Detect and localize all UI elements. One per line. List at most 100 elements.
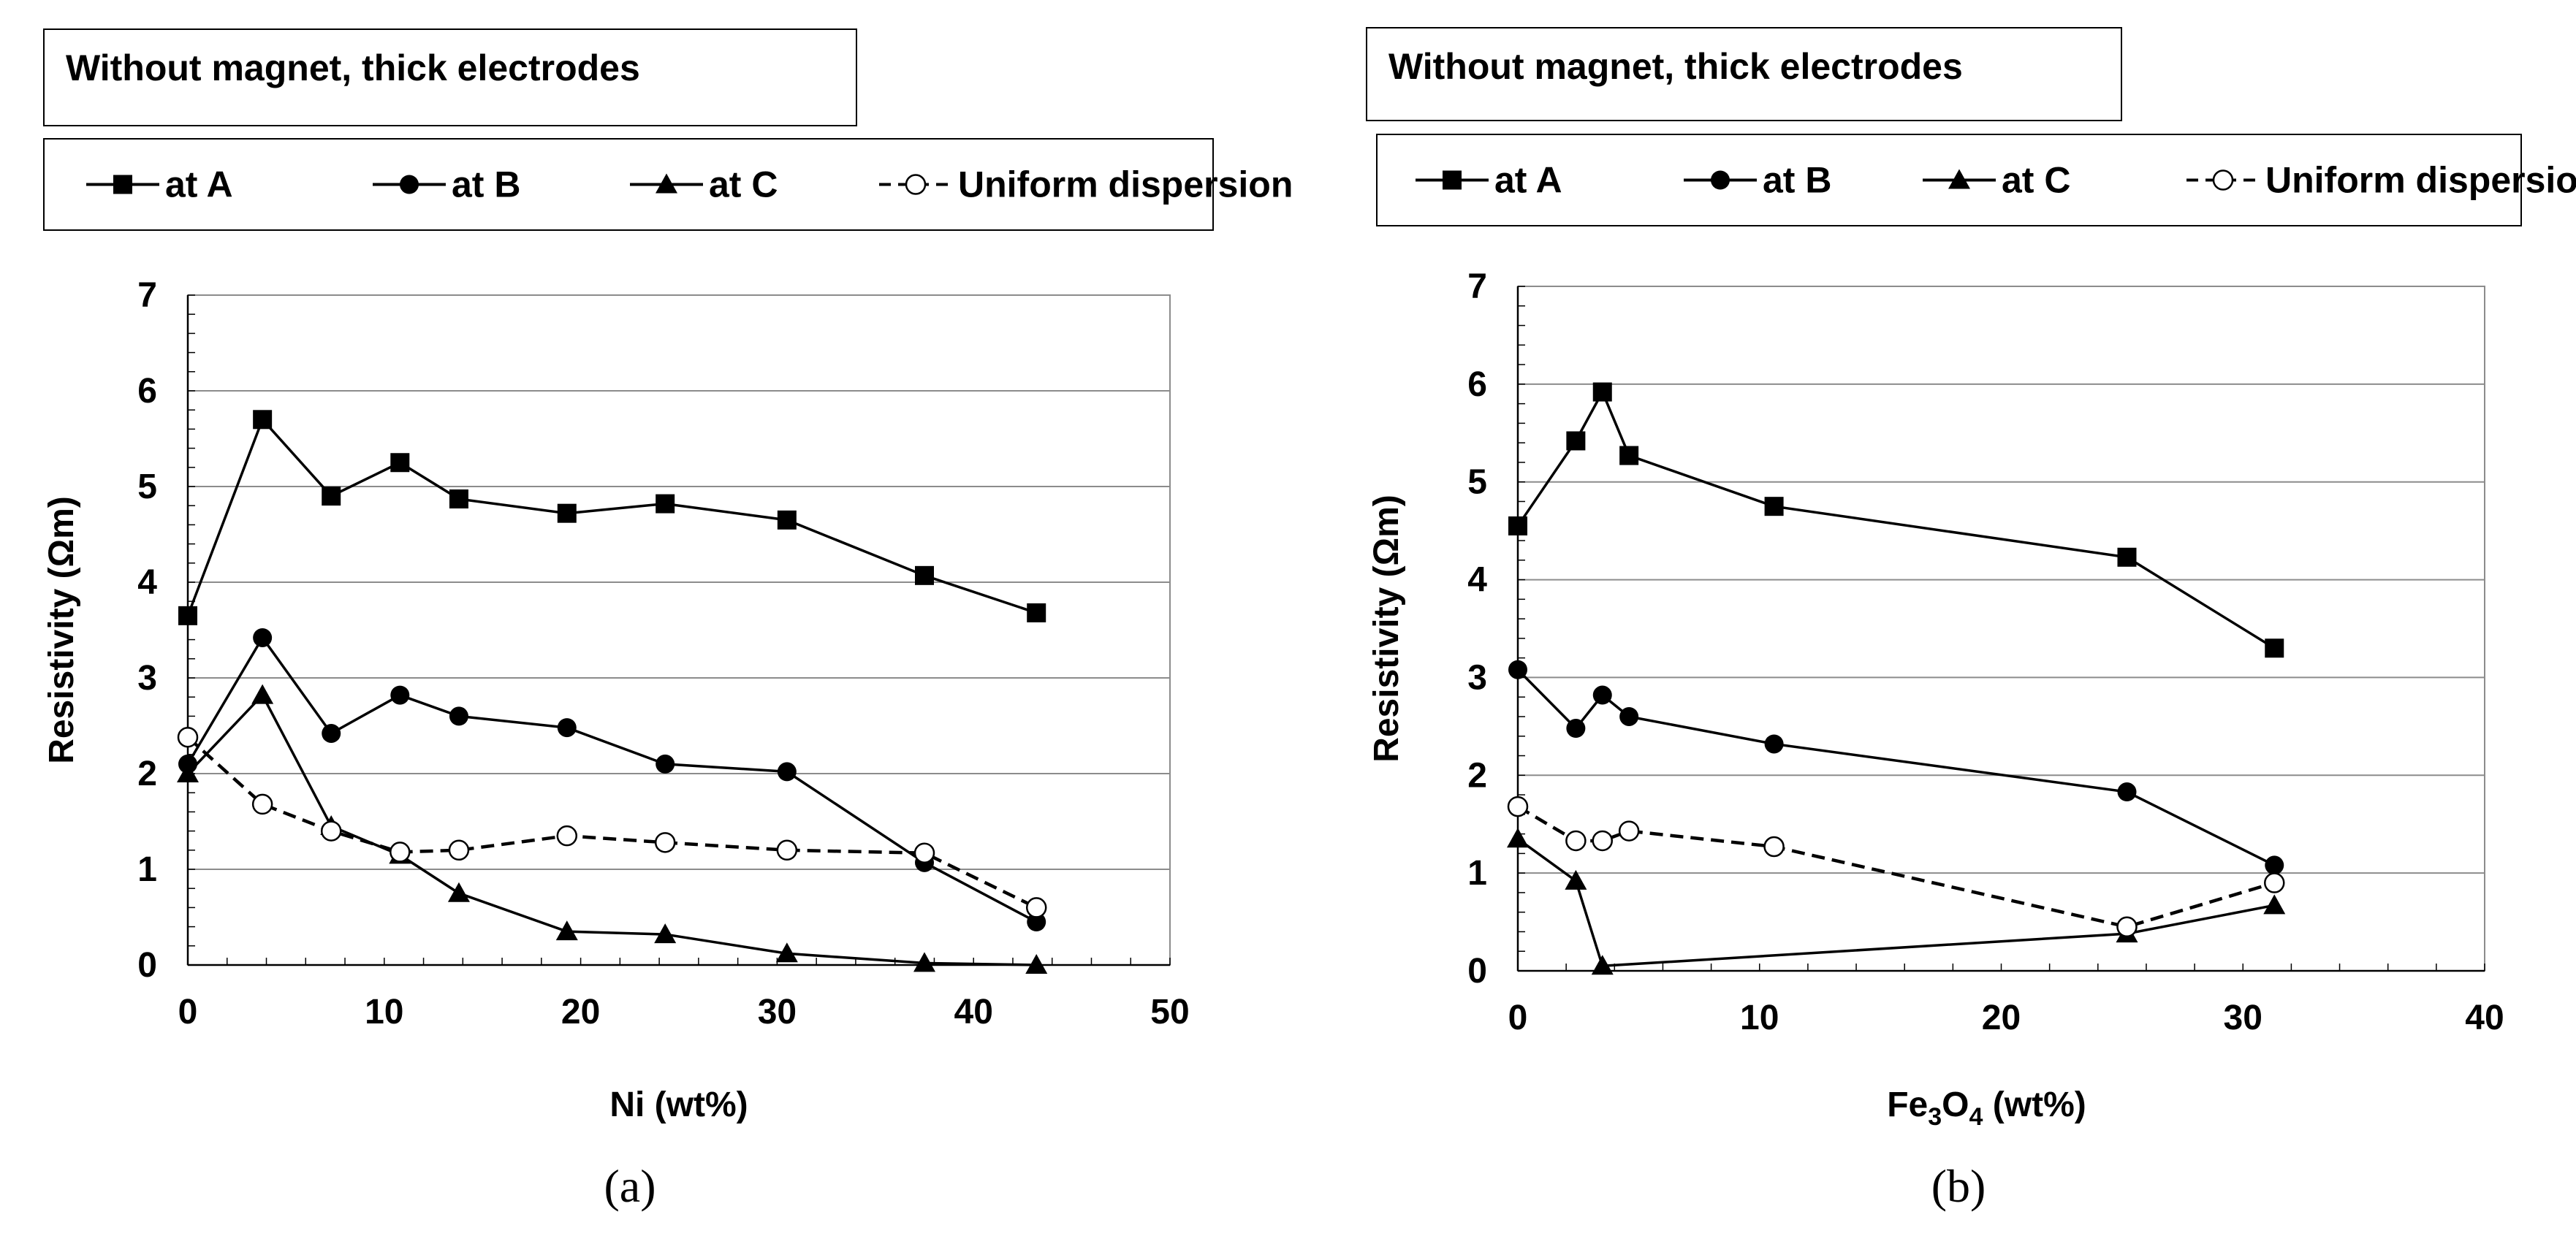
- data-point-uniform-dispersion: [556, 825, 578, 847]
- legend-marker: [400, 175, 419, 194]
- title-box: [43, 28, 857, 126]
- legend-label: at A: [165, 164, 233, 205]
- legend-label: at B: [1763, 160, 1831, 201]
- legend-marker: [656, 173, 677, 194]
- x-tick-label: 50: [1150, 993, 1189, 1031]
- data-point-at-c: [1025, 954, 1048, 974]
- x-axis-label-part: Fe: [1887, 1086, 1928, 1124]
- data-point-uniform-dispersion: [1025, 897, 1047, 918]
- panel-b: Without magnet, thick electrodes at A at B…: [1366, 27, 2576, 1212]
- y-tick-label: 7: [1467, 267, 1487, 306]
- data-point-at-b: [1764, 734, 1784, 754]
- x-axis-label-part: O: [1942, 1086, 1969, 1124]
- data-point-at-c: [251, 684, 274, 704]
- data-point-at-a: [557, 503, 577, 523]
- y-tick-label: 3: [1467, 658, 1487, 697]
- series-line-at-a: [186, 416, 1037, 617]
- data-point-at-a: [2117, 547, 2137, 567]
- data-point-at-b: [253, 628, 273, 647]
- data-point-uniform-dispersion: [2116, 916, 2138, 938]
- legend-marker: [1443, 170, 1462, 190]
- y-tick-label: 4: [1467, 561, 1487, 600]
- panel-caption: (b): [1931, 1160, 1986, 1212]
- x-axis-label-part: (wt%): [1983, 1086, 2086, 1124]
- legend-label: at B: [452, 164, 520, 205]
- data-point-uniform-dispersion: [2263, 872, 2285, 893]
- x-axis-label-part: 4: [1969, 1103, 1983, 1131]
- title-box: [1366, 27, 2122, 121]
- x-tick-label: 20: [1982, 999, 2021, 1037]
- y-axis-label: Resistivity (Ωm): [1367, 495, 1406, 763]
- legend-marker: [1948, 169, 1970, 189]
- data-point-at-b: [1508, 660, 1527, 679]
- legend-marker: [905, 174, 927, 195]
- legend-box: [43, 138, 1214, 231]
- y-tick-label: 4: [137, 563, 157, 602]
- y-tick-label: 0: [1467, 952, 1487, 991]
- data-point-at-c: [913, 952, 935, 972]
- data-point-uniform-dispersion: [913, 842, 935, 863]
- data-point-at-a: [1027, 603, 1046, 622]
- series-line-at-c: [186, 693, 1037, 966]
- data-point-uniform-dispersion: [177, 726, 199, 748]
- data-point-at-b: [1566, 719, 1586, 739]
- data-point-uniform-dispersion: [320, 820, 342, 842]
- y-tick-label: 1: [137, 850, 157, 889]
- legend-marker: [2212, 169, 2234, 191]
- data-point-uniform-dispersion: [448, 839, 470, 861]
- data-point-at-b: [449, 706, 468, 726]
- data-point-at-b: [1027, 912, 1046, 932]
- data-point-at-a: [915, 565, 934, 585]
- legend-marker: [1711, 170, 1730, 190]
- data-point-at-c: [555, 920, 578, 941]
- data-point-at-c: [775, 942, 798, 963]
- x-tick-label: 40: [954, 993, 993, 1031]
- y-tick-label: 6: [1467, 365, 1487, 404]
- data-point-at-b: [1592, 685, 1612, 705]
- panel-a: Without magnet, thick electrodes at A at B…: [42, 28, 1293, 1212]
- plot-frame: [1517, 286, 2485, 972]
- data-point-at-c: [654, 923, 677, 944]
- panel-caption: (a): [604, 1160, 656, 1212]
- y-tick-label: 1: [1467, 854, 1487, 893]
- data-point-at-c: [1591, 955, 1614, 975]
- chart-title: Without magnet, thick electrodes: [66, 47, 640, 88]
- data-point-uniform-dispersion: [1763, 836, 1785, 858]
- data-point-at-a: [322, 487, 341, 506]
- data-point-at-b: [656, 754, 675, 774]
- data-point-at-a: [1764, 497, 1784, 516]
- y-tick-label: 5: [137, 468, 157, 506]
- data-point-at-b: [2117, 782, 2137, 802]
- data-point-at-c: [1565, 869, 1587, 890]
- data-point-at-a: [1508, 516, 1527, 535]
- legend-label: Uniform dispersion: [958, 164, 1293, 205]
- data-point-at-c: [1507, 828, 1529, 848]
- series-line-at-a: [1516, 389, 2276, 649]
- data-point-at-c: [177, 763, 199, 782]
- x-tick-label: 0: [1508, 999, 1528, 1037]
- data-point-at-b: [390, 685, 410, 705]
- data-point-at-a: [449, 489, 468, 509]
- x-axis-label-part: 3: [1928, 1103, 1942, 1131]
- data-point-uniform-dispersion: [654, 832, 676, 853]
- x-tick-label: 10: [1740, 999, 1779, 1037]
- x-axis-label: Fe3O4 (wt%): [1887, 1086, 2086, 1131]
- x-tick-label: 0: [178, 993, 198, 1031]
- legend-marker: [113, 175, 132, 194]
- data-point-uniform-dispersion: [1618, 820, 1640, 842]
- data-point-at-b: [322, 723, 341, 743]
- y-tick-label: 2: [1467, 756, 1487, 795]
- data-point-uniform-dispersion: [1592, 830, 1614, 852]
- x-axis-label: Ni (wt%): [609, 1086, 748, 1124]
- data-point-at-a: [1566, 431, 1586, 451]
- legend-label: Uniform dispersion: [2265, 160, 2576, 201]
- legend-label: at A: [1494, 160, 1562, 201]
- data-point-at-a: [1619, 446, 1639, 465]
- chart-title: Without magnet, thick electrodes: [1388, 46, 1963, 87]
- x-tick-label: 30: [758, 993, 797, 1031]
- data-point-at-a: [390, 453, 410, 473]
- y-tick-label: 7: [137, 276, 157, 315]
- series-line-at-b: [186, 635, 1038, 923]
- x-tick-label: 30: [2224, 999, 2262, 1037]
